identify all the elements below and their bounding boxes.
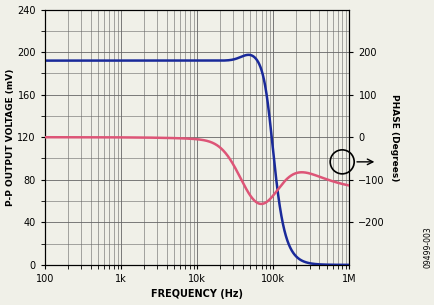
Y-axis label: PHASE (Degrees): PHASE (Degrees) bbox=[389, 94, 398, 181]
X-axis label: FREQUENCY (Hz): FREQUENCY (Hz) bbox=[151, 289, 243, 300]
Y-axis label: P-P OUTPUT VOLTAGE (mV): P-P OUTPUT VOLTAGE (mV) bbox=[6, 69, 14, 206]
Text: 09499-003: 09499-003 bbox=[423, 227, 432, 268]
